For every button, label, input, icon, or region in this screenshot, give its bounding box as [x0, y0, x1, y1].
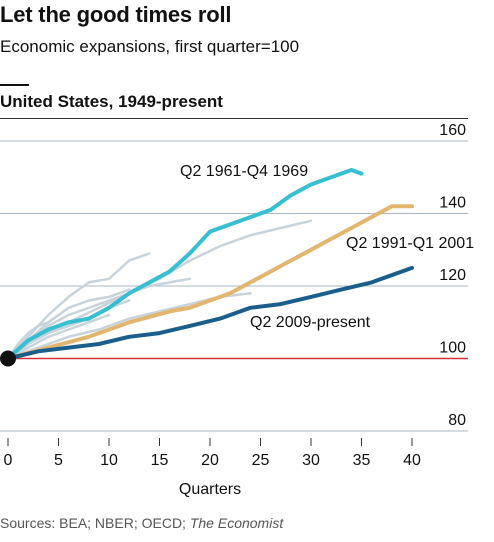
background-series-line — [6, 313, 111, 360]
x-axis-ticks: 0 5 10 15 20 25 30 35 40 — [4, 438, 421, 469]
background-series-line — [6, 313, 60, 360]
x-tick-label: 5 — [54, 452, 63, 469]
x-tick-label: 25 — [252, 452, 270, 469]
background-series-line — [6, 219, 313, 360]
title-rule — [0, 84, 29, 86]
series-line-2009-present — [6, 265, 414, 361]
x-tick-label: 15 — [151, 452, 169, 469]
grid-lines — [0, 140, 468, 432]
sources-prefix: Sources: BEA; NBER; OECD; — [0, 515, 190, 531]
y-tick-label: 140 — [439, 195, 466, 212]
y-axis-ticks: 80 100 120 140 160 — [439, 122, 466, 429]
y-tick-label: 120 — [439, 267, 466, 284]
x-tick-label: 35 — [353, 452, 371, 469]
chart-subtitle: Economic expansions, first quarter=100 — [0, 37, 300, 56]
series-line-1991-2001 — [6, 204, 414, 361]
series-annotations: Q2 1961-Q4 1969 Q2 1991-Q1 2001 Q2 2009-pr… — [180, 163, 474, 331]
section-divider — [0, 118, 468, 119]
sources-publisher: The Economist — [189, 515, 284, 531]
series-annotation: Q2 1991-Q1 2001 — [346, 235, 474, 252]
section-title: United States, 1949-present — [0, 92, 223, 111]
y-tick-label: 80 — [448, 412, 466, 429]
y-tick-label: 100 — [439, 340, 466, 357]
x-tick-label: 20 — [201, 452, 219, 469]
x-tick-label: 10 — [100, 452, 118, 469]
x-tick-label: 30 — [302, 452, 320, 469]
series-annotation: Q2 1961-Q4 1969 — [180, 163, 308, 180]
background-series-line — [6, 252, 151, 360]
highlight-series — [6, 168, 414, 361]
chart-title: Let the good times roll — [0, 2, 232, 27]
series-annotation: Q2 2009-present — [250, 314, 371, 331]
origin-marker — [0, 350, 16, 367]
background-series — [6, 219, 313, 360]
x-axis-label: Quarters — [179, 481, 241, 498]
x-tick-label: 0 — [4, 452, 13, 469]
series-line-1961-1969 — [6, 168, 364, 361]
x-tick-label: 40 — [403, 452, 421, 469]
sources-note: Sources: BEA; NBER; OECD; The Economist — [0, 515, 283, 531]
y-tick-label: 160 — [439, 122, 466, 139]
